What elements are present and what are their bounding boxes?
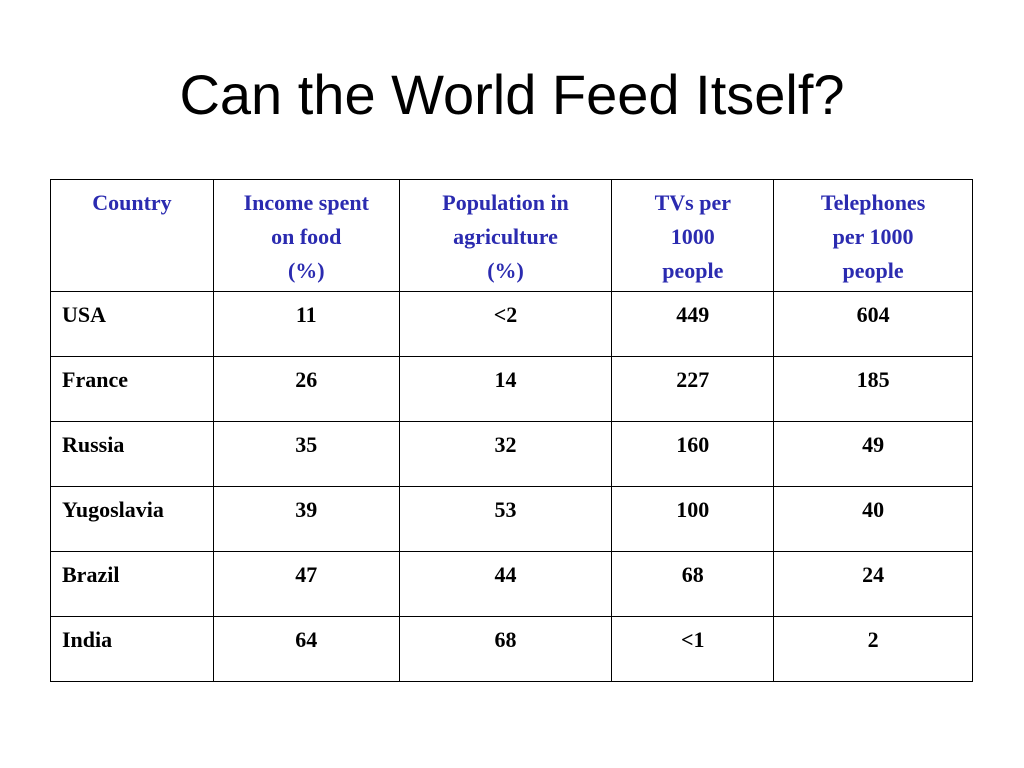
cell-income-food: 47 — [212, 551, 400, 617]
table-row: Yugoslavia 39 53 100 40 — [50, 486, 973, 552]
table-header-row: Country Income spent on food (%) Populat… — [50, 179, 973, 292]
header-line: on food — [271, 224, 342, 249]
cell-income-food: 39 — [212, 486, 400, 552]
cell-tvs: 449 — [611, 291, 775, 357]
cell-tvs: 100 — [611, 486, 775, 552]
header-line: Country — [92, 190, 172, 215]
header-line: Income spent — [243, 190, 369, 215]
cell-telephones: 49 — [773, 421, 973, 487]
cell-pop-agriculture: 44 — [398, 551, 613, 617]
cell-pop-agriculture: <2 — [398, 291, 613, 357]
header-line: Telephones — [820, 190, 926, 215]
cell-tvs: 160 — [611, 421, 775, 487]
table-row: India 64 68 <1 2 — [50, 616, 973, 682]
header-income-food: Income spent on food (%) — [212, 179, 400, 292]
table-row: Russia 35 32 160 49 — [50, 421, 973, 487]
header-line: agriculture — [453, 224, 558, 249]
cell-country: France — [50, 356, 214, 422]
table-row: Brazil 47 44 68 24 — [50, 551, 973, 617]
header-line: TVs per — [654, 190, 731, 215]
cell-country: Russia — [50, 421, 214, 487]
cell-income-food: 35 — [212, 421, 400, 487]
cell-telephones: 185 — [773, 356, 973, 422]
header-line: (%) — [487, 258, 524, 283]
cell-telephones: 40 — [773, 486, 973, 552]
cell-country: India — [50, 616, 214, 682]
cell-tvs: <1 — [611, 616, 775, 682]
cell-country: Yugoslavia — [50, 486, 214, 552]
slide-title: Can the World Feed Itself? — [179, 63, 845, 126]
cell-tvs: 68 — [611, 551, 775, 617]
header-line: people — [842, 258, 904, 283]
header-country: Country — [50, 179, 214, 292]
cell-pop-agriculture: 53 — [398, 486, 613, 552]
cell-pop-agriculture: 68 — [398, 616, 613, 682]
header-line: people — [662, 258, 724, 283]
cell-pop-agriculture: 14 — [398, 356, 613, 422]
header-tvs: TVs per 1000 people — [611, 179, 775, 292]
header-line: (%) — [287, 258, 325, 283]
header-line: Population in — [442, 190, 569, 215]
cell-pop-agriculture: 32 — [398, 421, 613, 487]
cell-country: Brazil — [50, 551, 214, 617]
table-row: USA 11 <2 449 604 — [50, 291, 973, 357]
cell-income-food: 26 — [212, 356, 400, 422]
cell-telephones: 604 — [773, 291, 973, 357]
cell-tvs: 227 — [611, 356, 775, 422]
cell-telephones: 2 — [773, 616, 973, 682]
cell-income-food: 64 — [212, 616, 400, 682]
cell-income-food: 11 — [212, 291, 400, 357]
data-table: Country Income spent on food (%) Populat… — [50, 179, 973, 682]
header-line: per 1000 — [832, 224, 914, 249]
cell-country: USA — [50, 291, 214, 357]
table-row: France 26 14 227 185 — [50, 356, 973, 422]
cell-telephones: 24 — [773, 551, 973, 617]
header-telephones: Telephones per 1000 people — [773, 179, 973, 292]
header-pop-agriculture: Population in agriculture (%) — [398, 179, 613, 292]
header-line: 1000 — [670, 224, 715, 249]
